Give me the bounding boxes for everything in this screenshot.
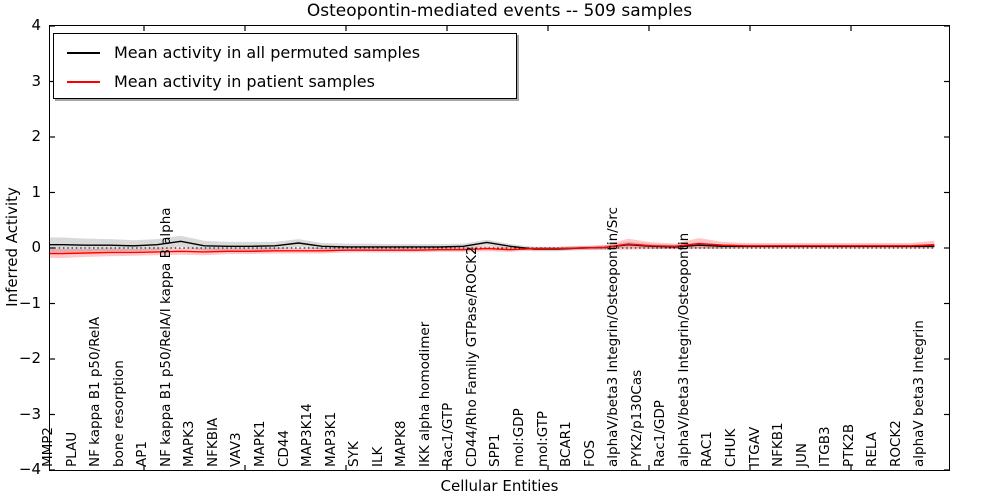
patient-confidence-band (50, 238, 935, 258)
x-tick-label: alphaV/beta3 Integrin/Osteopontin (675, 232, 692, 467)
chart-canvas (50, 26, 949, 470)
x-tick-label: MMP2 (40, 426, 56, 467)
x-tick-label: MAPK1 (251, 420, 268, 467)
plot-area: MMP2 PLAU NF kappa B1 p50/RelA bone resorpt… (40, 25, 950, 471)
y-tick-label: 3 (31, 71, 41, 90)
x-tick-label: AP1 (134, 441, 151, 467)
x-tick-label: ROCK2 (887, 420, 904, 467)
x-tick-label: alphaV/beta3 Integrin/Osteopontin/Src (605, 207, 622, 467)
x-tick-label: Rac1/GTP (440, 402, 457, 467)
x-tick-label: MAPK8 (393, 420, 410, 467)
x-tick-label: FOS (581, 440, 598, 467)
x-tick-label: PYK2/p130Cas (628, 369, 645, 467)
black-line-swatch (67, 51, 100, 54)
x-tick-label: JUN (793, 443, 810, 467)
x-tick-label: mol:GTP (534, 410, 551, 467)
x-tick-label: NFKBIA (204, 417, 221, 467)
y-tick-label: 0 (31, 238, 41, 256)
x-axis-label: Cellular Entities (440, 477, 559, 495)
patient-mean-line (50, 242, 935, 255)
x-tick-label: CHUK (722, 428, 739, 467)
legend: Mean activity in all permuted samples Me… (53, 33, 517, 99)
x-tick-label: mol:GDP (511, 408, 527, 467)
x-tick-label: NF kappa B1 p50/RelA/I kappa B alpha (157, 207, 174, 467)
x-tick-label: BCAR1 (558, 421, 575, 467)
x-tick-label: NF kappa B1 p50/RelA (87, 316, 104, 467)
y-tick-label: −1 (18, 293, 41, 312)
y-tick-label: −4 (18, 460, 41, 478)
y-tick-label: 2 (31, 127, 41, 145)
x-tick-label: MAP3K1 (322, 411, 339, 467)
x-tick-label: RAC1 (699, 431, 716, 467)
x-tick-label: alphaV beta3 Integrin (911, 320, 928, 467)
x-tick-label: PLAU (63, 431, 80, 467)
x-tick-label: SPP1 (487, 433, 504, 467)
x-tick-label: Rac1/GDP (652, 400, 669, 467)
y-tick-label: 1 (31, 182, 41, 201)
legend-item-permuted: Mean activity in all permuted samples (54, 38, 516, 67)
legend-item-patient: Mean activity in patient samples (54, 67, 516, 96)
x-tick-label: RELA (864, 432, 881, 467)
x-tick-label: ILK (369, 446, 386, 467)
legend-label-patient: Mean activity in patient samples (114, 72, 375, 91)
red-line-swatch (67, 80, 100, 83)
x-tick-label: MAPK3 (181, 420, 198, 467)
x-tick-label: IKK alpha homodimer (416, 321, 433, 467)
x-tick-label: PTK2B (840, 423, 857, 467)
x-tick-label: ITGB3 (817, 426, 834, 467)
x-tick-label: MAP3K14 (299, 403, 316, 467)
x-tick-label: SYK (346, 441, 363, 467)
x-tick-label: ITGAV (746, 426, 763, 467)
x-tick-label: CD44 (275, 430, 292, 467)
y-tick-label: −3 (18, 404, 41, 423)
legend-label-permuted: Mean activity in all permuted samples (114, 43, 421, 62)
x-tick-label: NFKB1 (770, 422, 787, 467)
x-tick-label: CD44/Rho Family GTPase/ROCK2 (463, 246, 480, 467)
x-tick-label: VAV3 (228, 432, 245, 467)
y-tick-label: 4 (31, 16, 41, 34)
y-tick-label: −2 (18, 349, 41, 367)
chart-title: Osteopontin-mediated events -- 509 sampl… (306, 1, 693, 21)
x-tick-label: bone resorption (110, 360, 127, 467)
